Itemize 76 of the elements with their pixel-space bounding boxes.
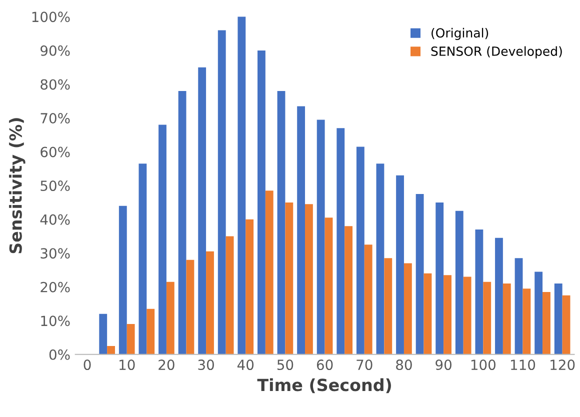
y-tick-label: 0% bbox=[49, 349, 70, 360]
bar bbox=[218, 30, 226, 354]
y-tick-label: 100% bbox=[32, 12, 70, 22]
y-tick-label: 40% bbox=[40, 214, 70, 225]
bar bbox=[344, 226, 353, 354]
bar bbox=[396, 175, 404, 354]
bar bbox=[285, 202, 294, 354]
bar bbox=[166, 282, 174, 354]
bar bbox=[475, 229, 484, 354]
bar bbox=[198, 67, 206, 354]
legend-label: (Original) bbox=[432, 28, 488, 40]
x-tick-label: 100 bbox=[471, 360, 496, 370]
bar bbox=[324, 218, 333, 354]
bar bbox=[336, 128, 345, 354]
bar bbox=[146, 308, 155, 354]
bar bbox=[514, 258, 523, 354]
bar bbox=[226, 236, 234, 354]
bar bbox=[246, 219, 254, 354]
bar bbox=[444, 275, 452, 354]
x-tick-label: 0 bbox=[84, 360, 91, 370]
bar bbox=[186, 260, 194, 354]
legend-label: SENSOR (Developed) bbox=[431, 46, 562, 58]
bar bbox=[118, 206, 127, 354]
x-tick-label: 60 bbox=[316, 360, 333, 370]
bar bbox=[126, 324, 135, 354]
bar bbox=[206, 251, 214, 354]
x-tick-label: 70 bbox=[356, 360, 372, 370]
x-axis-title: Time (Second) bbox=[257, 378, 391, 394]
bar bbox=[455, 210, 464, 354]
bar bbox=[495, 238, 503, 354]
y-tick-label: 90% bbox=[40, 45, 70, 56]
bar bbox=[258, 50, 266, 354]
bar bbox=[158, 124, 166, 354]
bar bbox=[107, 346, 115, 354]
bar bbox=[384, 258, 392, 354]
bar bbox=[238, 16, 246, 354]
bar bbox=[436, 202, 444, 354]
x-tick-label: 20 bbox=[158, 360, 174, 370]
x-tick-label: 10 bbox=[120, 360, 135, 370]
bar bbox=[265, 190, 274, 354]
y-axis-title: Sensitivity (%) bbox=[9, 118, 26, 254]
bar bbox=[138, 164, 147, 354]
bar bbox=[364, 244, 372, 354]
x-tick-label: 30 bbox=[198, 360, 214, 370]
bar bbox=[305, 204, 313, 354]
bar bbox=[522, 288, 531, 354]
bar bbox=[404, 263, 412, 354]
x-tick-label: 90 bbox=[436, 360, 452, 370]
bar bbox=[297, 106, 306, 354]
x-tick-label: 110 bbox=[511, 360, 536, 370]
bar bbox=[416, 194, 424, 354]
bar bbox=[463, 276, 472, 354]
x-tick-label: 120 bbox=[550, 360, 575, 370]
bar bbox=[542, 292, 550, 354]
bar bbox=[277, 90, 286, 354]
x-tick-label: 80 bbox=[396, 360, 412, 370]
x-tick-label: 40 bbox=[237, 360, 254, 370]
bar bbox=[376, 164, 384, 354]
bar bbox=[178, 90, 186, 354]
bar bbox=[502, 284, 511, 354]
bar bbox=[99, 314, 108, 354]
y-tick-label: 10% bbox=[41, 316, 70, 326]
bar bbox=[562, 295, 570, 354]
y-tick-label: 30% bbox=[40, 248, 70, 259]
bar bbox=[424, 273, 432, 354]
bar bbox=[356, 146, 364, 354]
y-tick-label: 50% bbox=[40, 180, 70, 192]
y-tick-label: 60% bbox=[40, 146, 70, 158]
x-tick-label: 50 bbox=[277, 360, 294, 370]
bar bbox=[483, 282, 492, 354]
y-tick-label: 20% bbox=[40, 282, 70, 292]
y-tick-label: 70% bbox=[40, 112, 70, 124]
y-tick-label: 80% bbox=[40, 79, 70, 90]
bar bbox=[554, 284, 562, 354]
bar bbox=[534, 272, 543, 354]
bar bbox=[316, 120, 325, 354]
